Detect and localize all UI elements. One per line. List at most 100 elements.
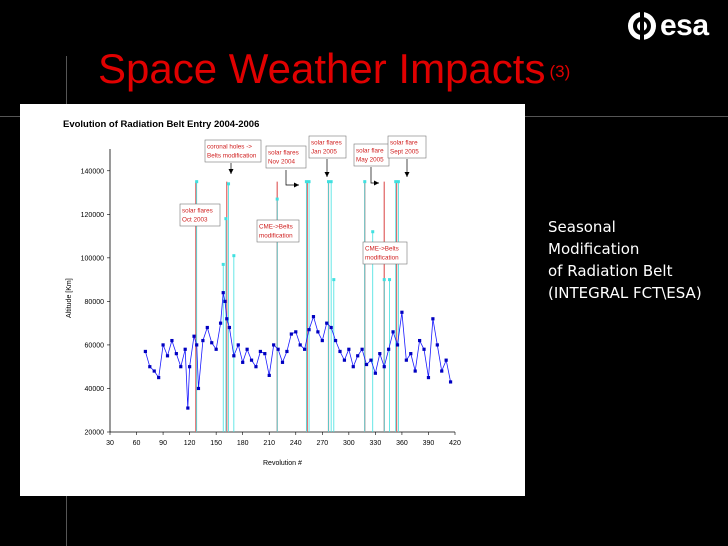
- altitude-data-point: [325, 321, 329, 325]
- altitude-data-point: [267, 373, 271, 377]
- altitude-data-point: [245, 347, 249, 351]
- x-tick-label: 30: [106, 440, 114, 447]
- event-arrowhead: [404, 172, 410, 177]
- x-tick-label: 360: [396, 440, 408, 447]
- altitude-data-point: [236, 343, 240, 347]
- event-arrowhead: [374, 180, 379, 186]
- spike-marker: [329, 180, 333, 184]
- altitude-data-point: [298, 343, 302, 347]
- altitude-data-point: [272, 343, 276, 347]
- event-label-text: solar flare: [356, 148, 384, 155]
- event-label-text: Sept 2005: [390, 149, 419, 156]
- x-tick-label: 210: [263, 440, 275, 447]
- spike-marker: [304, 180, 308, 184]
- altitude-data-point: [186, 406, 190, 410]
- altitude-data-point: [263, 352, 267, 356]
- altitude-data-point: [192, 334, 196, 338]
- event-label-text: modification: [365, 255, 399, 262]
- altitude-data-point: [395, 343, 400, 347]
- altitude-data-point: [258, 349, 262, 354]
- event-label-text: solar flare: [390, 140, 418, 147]
- altitude-data-point: [179, 365, 183, 369]
- altitude-data-point: [195, 343, 199, 347]
- event-label-text: solar flares: [182, 208, 213, 215]
- altitude-data-point: [418, 338, 422, 343]
- event-label-text: coronal holes ->: [207, 144, 252, 151]
- side-note-line: Seasonal: [548, 218, 616, 236]
- event-label-box: [179, 203, 221, 227]
- altitude-data-point: [214, 347, 218, 351]
- altitude-data-point: [347, 347, 351, 351]
- altitude-data-point: [435, 343, 439, 347]
- altitude-data-point: [294, 330, 298, 334]
- altitude-data-point: [448, 380, 453, 384]
- y-axis-label: Altitude [Km]: [66, 278, 73, 318]
- altitude-data-point: [303, 347, 307, 351]
- side-note-line: of Radiation Belt: [548, 262, 673, 280]
- altitude-data-point: [227, 325, 232, 330]
- altitude-data-point: [378, 352, 382, 356]
- event-label-text: Jan 2005: [311, 149, 337, 156]
- altitude-data-point: [431, 317, 435, 321]
- x-tick-label: 390: [423, 440, 435, 447]
- altitude-data-point: [280, 360, 285, 364]
- x-tick-label: 150: [210, 440, 222, 447]
- event-arrow: [285, 170, 299, 186]
- slide-number: (3): [549, 62, 571, 81]
- altitude-data-point: [333, 338, 338, 343]
- x-tick-label: 240: [290, 440, 302, 447]
- altitude-data-point: [196, 386, 201, 391]
- spike-marker: [307, 180, 311, 184]
- altitude-data-point: [223, 299, 227, 303]
- side-note-line: Modification: [548, 240, 640, 258]
- event-label-text: Nov 2004: [268, 159, 295, 166]
- event-label-text: CME->Belts: [259, 224, 293, 231]
- altitude-data-point: [444, 358, 448, 362]
- event-label-text: Belts modification: [207, 153, 257, 160]
- altitude-data-point: [241, 360, 245, 364]
- y-tick-label: 80000: [85, 299, 105, 306]
- event-label-box: [256, 219, 300, 243]
- y-tick-label: 120000: [81, 212, 104, 219]
- spike-marker: [396, 180, 400, 184]
- altitude-data-point: [289, 332, 293, 336]
- y-tick-label: 100000: [81, 255, 104, 262]
- altitude-data-point: [364, 362, 369, 367]
- altitude-data-point: [311, 315, 316, 319]
- event-label-box: [204, 139, 262, 163]
- altitude-data-point: [205, 325, 209, 330]
- side-note-line: (INTEGRAL FCT\ESA): [548, 284, 702, 302]
- altitude-data-point: [170, 338, 174, 343]
- x-axis-label: Revolution #: [263, 460, 302, 467]
- altitude-data-point: [307, 328, 311, 332]
- altitude-data-point: [249, 358, 254, 362]
- spike-marker: [224, 217, 228, 221]
- y-tick-label: 140000: [81, 168, 104, 175]
- altitude-data-point: [225, 317, 229, 321]
- altitude-data-point: [157, 375, 161, 380]
- altitude-data-point: [338, 349, 342, 354]
- spike-marker: [371, 230, 375, 234]
- spike-marker: [327, 180, 330, 184]
- event-label-text: solar flares: [311, 140, 342, 147]
- altitude-data-point: [210, 341, 214, 345]
- event-arrowhead: [324, 172, 330, 177]
- y-tick-label: 20000: [85, 430, 105, 437]
- altitude-data-point: [360, 347, 364, 351]
- spike-marker: [382, 278, 386, 282]
- x-tick-label: 60: [133, 440, 141, 447]
- x-tick-label: 180: [237, 440, 249, 447]
- altitude-data-point: [391, 330, 395, 334]
- altitude-data-point: [218, 321, 223, 325]
- spike-marker: [275, 197, 279, 201]
- altitude-data-point: [422, 347, 426, 351]
- event-label-text: solar flares: [268, 150, 299, 157]
- event-label-box: [362, 241, 408, 265]
- spike-marker: [227, 182, 231, 186]
- event-label-box: [265, 145, 307, 169]
- altitude-data-point: [183, 347, 187, 351]
- slide-title: Space Weather Impacts (3): [98, 44, 570, 97]
- y-tick-label: 60000: [85, 342, 105, 349]
- altitude-data-point: [161, 343, 165, 347]
- altitude-data-point: [440, 369, 444, 373]
